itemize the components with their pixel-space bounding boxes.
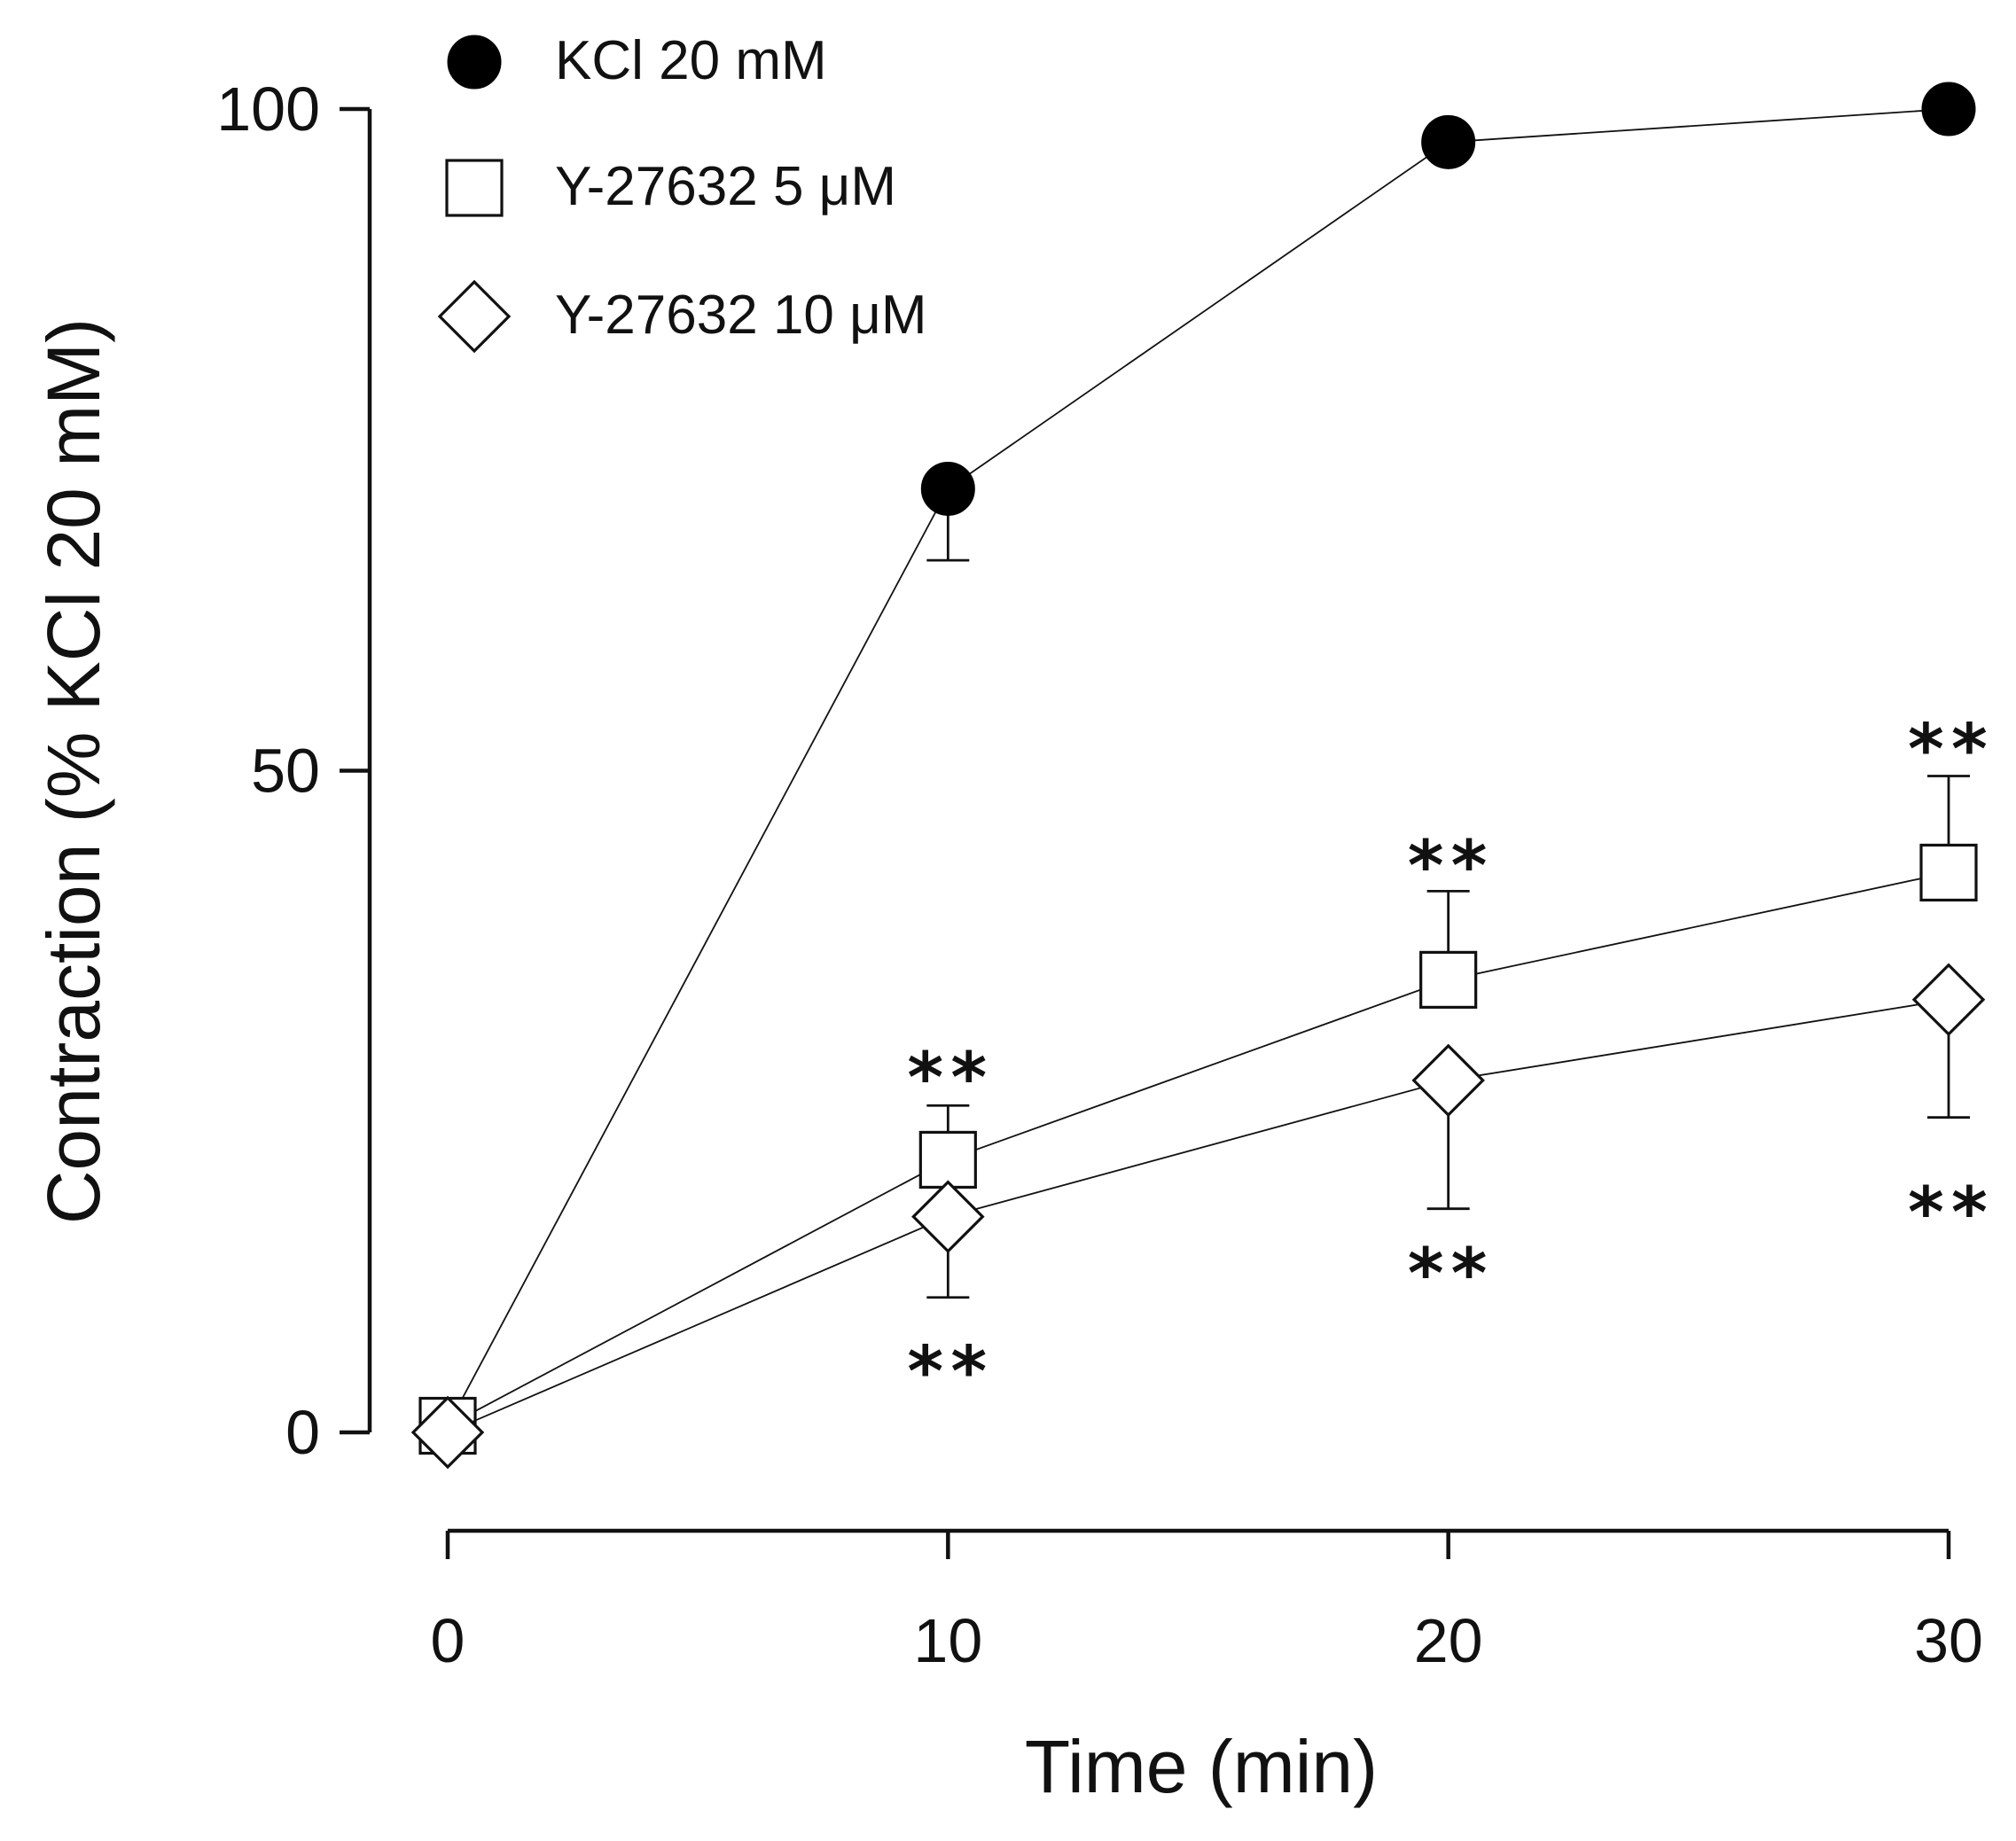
x-tick-label: 20 [1414, 1606, 1483, 1675]
legend-label: Y-27632 5 μM [555, 156, 896, 217]
series-3 [410, 963, 1986, 1470]
x-tick-label: 10 [913, 1606, 982, 1675]
x-tick-label: 0 [431, 1606, 465, 1675]
data-point [1411, 1043, 1485, 1118]
series-line [447, 998, 1950, 1433]
significance-annotation: ** [904, 1332, 991, 1412]
legend-marker [445, 159, 504, 217]
y-axis-title: Contraction (% KCl 20 mM) [32, 318, 115, 1224]
significance-annotation: ** [904, 1039, 991, 1119]
significance-annotation: ** [1405, 827, 1492, 907]
legend-label: Y-27632 10 μM [555, 285, 927, 346]
x-axis-ticks: 0 10 20 30 [431, 1531, 1983, 1675]
series-2 [418, 775, 1978, 1455]
series-line [447, 871, 1950, 1427]
legend: KCl 20 mM Y-27632 5 μM Y-27632 10 μM [437, 30, 927, 354]
data-point [410, 1395, 485, 1470]
y-tick-label: 50 [251, 737, 320, 806]
data-point [1921, 82, 1976, 137]
legend-marker [437, 279, 512, 354]
data-point [920, 461, 975, 516]
series-line [447, 108, 1950, 1426]
legend-item-1: KCl 20 mM [447, 30, 827, 91]
significance-annotation: ** [1405, 1235, 1492, 1314]
data-point [1919, 843, 1978, 902]
y-tick-label: 0 [285, 1398, 320, 1467]
series-layer [410, 82, 1986, 1470]
data-point [1419, 950, 1478, 1009]
significance-annotation: ** [1905, 1174, 1992, 1253]
data-point [918, 1130, 977, 1190]
legend-item-2: Y-27632 5 μM [445, 156, 896, 217]
x-axis-title: Time (min) [1025, 1725, 1378, 1808]
y-tick-label: 100 [216, 74, 320, 144]
legend-label: KCl 20 mM [555, 30, 827, 91]
axes: 0 50 100 0 10 20 30 Time (min) Contraction (%… [32, 74, 1983, 1808]
y-axis-ticks: 0 50 100 [216, 74, 370, 1467]
data-point [911, 1180, 985, 1253]
significance-annotations: ** ** ** ** ** ** [904, 711, 1992, 1413]
data-point [1421, 114, 1476, 169]
legend-item-3: Y-27632 10 μM [437, 279, 927, 354]
significance-annotation: ** [1905, 711, 1992, 791]
data-point [1911, 963, 1986, 1037]
legend-marker [447, 35, 502, 90]
x-tick-label: 30 [1914, 1606, 1983, 1675]
